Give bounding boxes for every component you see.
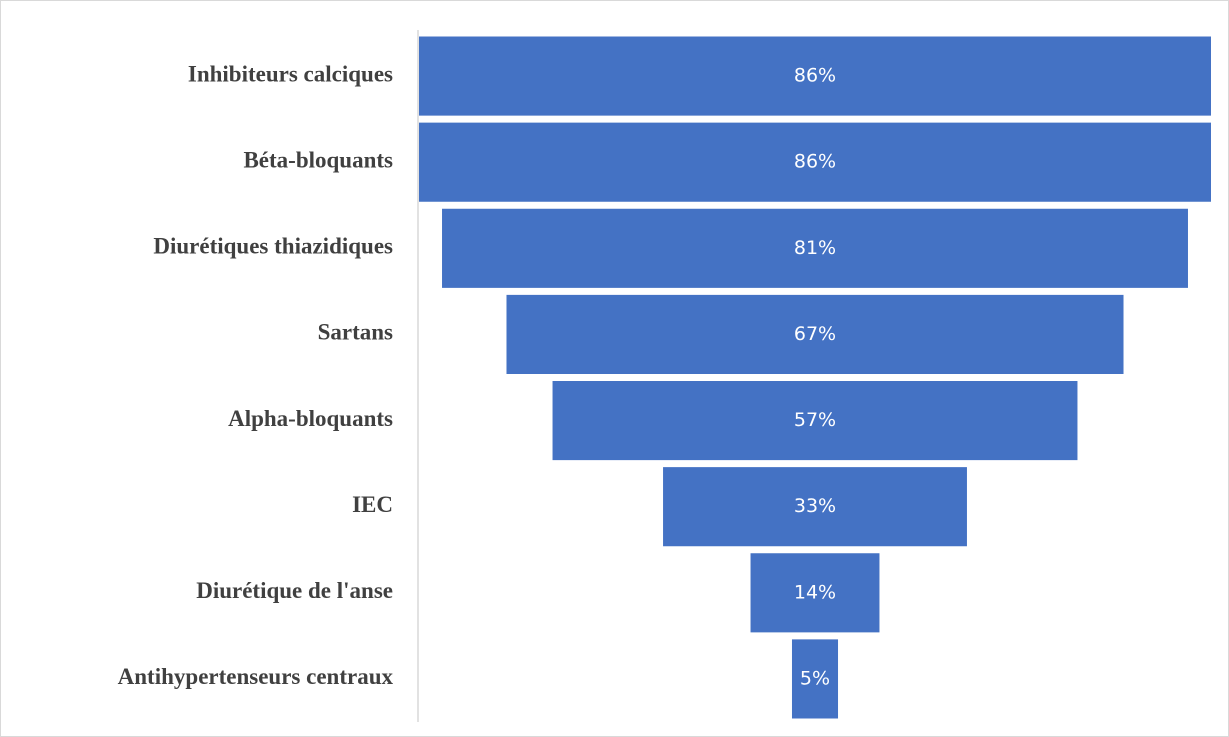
data-label: 81% [794,237,836,259]
funnel-bar [419,122,1211,202]
category-label: Inhibiteurs calciques [188,61,393,86]
data-label: 86% [794,151,836,173]
category-label: Antihypertenseurs centraux [118,664,394,689]
funnel-bar [552,381,1078,461]
data-label: 33% [794,495,836,517]
funnel-bar [791,639,839,719]
data-label: 57% [794,409,836,431]
funnel-bar [506,294,1124,374]
category-label: Diurétiques thiazidiques [153,234,393,259]
category-label: IEC [352,492,393,517]
funnel-bar [750,553,880,633]
funnel-bar [419,36,1211,116]
data-label: 14% [794,581,836,603]
data-label: 5% [800,667,830,689]
category-label: Sartans [318,320,393,345]
data-label: 67% [794,323,836,345]
funnel-bar [442,208,1188,288]
category-label: Diurétique de l'anse [196,578,393,603]
funnel-bar [663,467,967,547]
category-label: Béta-bloquants [243,147,393,172]
category-label: Alpha-bloquants [228,406,393,431]
data-label: 86% [794,65,836,87]
